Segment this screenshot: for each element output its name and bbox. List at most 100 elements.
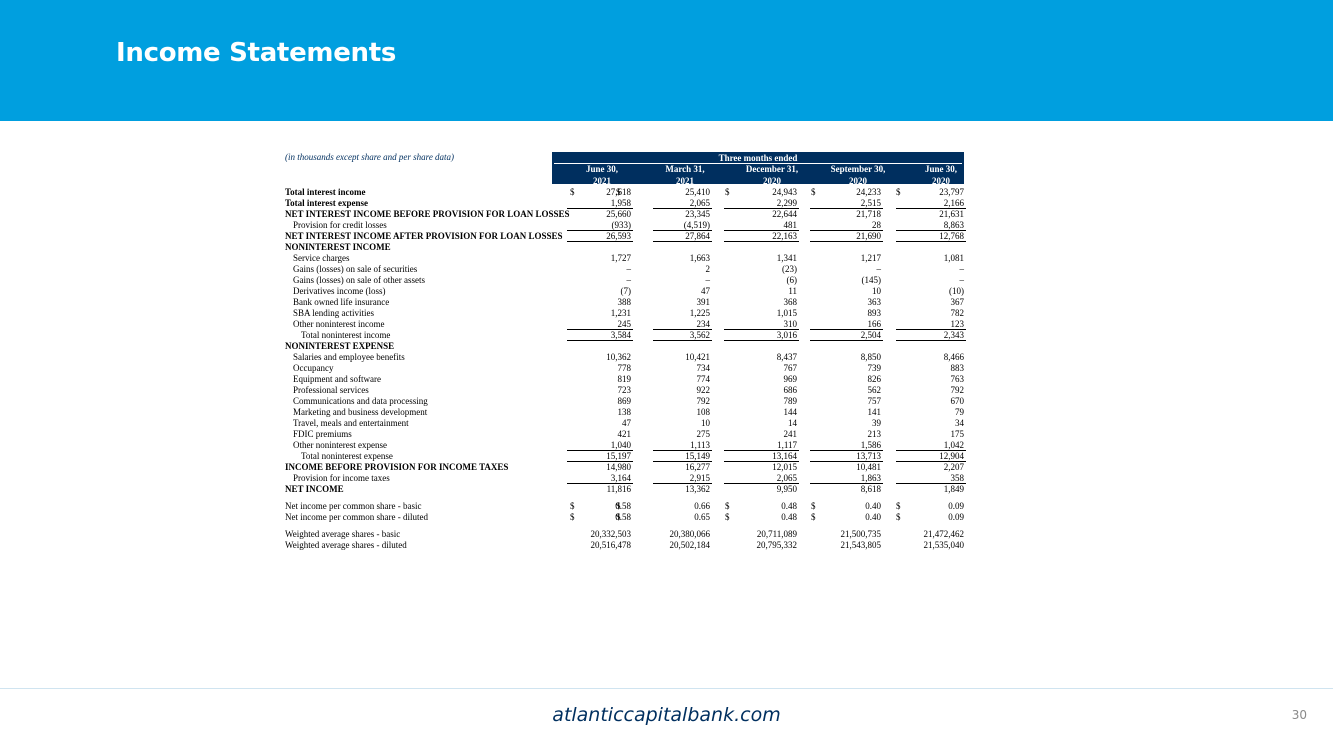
table-cell: 421 xyxy=(617,429,632,439)
table-cell: 0.48 xyxy=(781,512,797,522)
total-underline xyxy=(724,483,799,484)
table-cell: – xyxy=(876,264,882,274)
table-cell: – xyxy=(626,264,632,274)
table-row: Gains (losses) on sale of securities – 2 (2… xyxy=(284,264,964,275)
table-cell: 767 xyxy=(783,363,798,373)
total-underline xyxy=(810,241,883,242)
row-label: Gains (losses) on sale of other assets xyxy=(293,275,425,285)
table-cell: 15,197 xyxy=(606,451,631,461)
table-cell: 14,980 xyxy=(606,462,631,472)
total-underline xyxy=(724,329,799,330)
column-header: June 30, 2021 xyxy=(562,163,642,187)
table-cell: 21,472,462 xyxy=(923,529,965,539)
table-cell: (933) xyxy=(611,220,632,230)
table-cell: (10) xyxy=(949,286,964,296)
table-row: Provision for income taxes 3,164 2,915 2,06… xyxy=(284,473,966,484)
total-underline xyxy=(653,450,712,451)
dollar-sign: $ xyxy=(896,187,901,197)
table-cell: 1,958 xyxy=(610,198,631,208)
row-label: Provision for credit losses xyxy=(293,220,387,230)
dollar-sign: $ xyxy=(896,512,901,522)
column-header-year: 2020 xyxy=(932,176,950,186)
table-cell: 8,618 xyxy=(860,484,881,494)
table-cell: 1,015 xyxy=(776,308,797,318)
table-body: Total interest income $27,618 $25,410 $24,9… xyxy=(284,184,966,551)
total-underline xyxy=(724,241,799,242)
table-cell: 175 xyxy=(950,429,965,439)
dollar-sign: $ xyxy=(811,512,816,522)
table-cell: 275 xyxy=(696,429,711,439)
row-label: Communications and data processing xyxy=(293,396,428,406)
table-cell: 108 xyxy=(696,407,711,417)
total-underline xyxy=(896,230,966,231)
row-label: NET INCOME xyxy=(285,484,344,494)
table-cell: 1,042 xyxy=(943,440,964,450)
table-cell: 481 xyxy=(783,220,798,230)
table-cell: 2,166 xyxy=(943,198,964,208)
table-row: Travel, meals and entertainment 47 10 14 39 3… xyxy=(284,418,964,429)
table-cell: 2,915 xyxy=(689,473,710,483)
table-cell: – xyxy=(626,275,632,285)
total-underline xyxy=(810,450,883,451)
table-cell: 10,421 xyxy=(685,352,710,362)
table-row: FDIC premiums 421 275 241 213 175 xyxy=(284,429,964,440)
total-underline xyxy=(567,208,633,209)
table-cell: 367 xyxy=(950,297,965,307)
total-underline xyxy=(724,461,799,462)
total-underline xyxy=(810,340,883,341)
table-row: Occupancy 778 734 767 739 883 xyxy=(284,363,964,374)
table-cell: 39 xyxy=(872,418,881,428)
table-header: (in thousands except share and per share… xyxy=(284,152,964,187)
column-header-date: June 30, xyxy=(585,164,618,174)
table-cell: 34 xyxy=(955,418,964,428)
total-underline xyxy=(653,208,712,209)
table-cell: 123 xyxy=(950,319,965,329)
dollar-sign: $ xyxy=(616,512,621,522)
dollar-sign: $ xyxy=(896,501,901,511)
table-cell: 0.40 xyxy=(865,512,881,522)
total-underline xyxy=(724,208,799,209)
table-cell: 778 xyxy=(617,363,632,373)
table-row: Equipment and software 819 774 969 826 763 xyxy=(284,374,964,385)
table-cell: 9,950 xyxy=(776,484,797,494)
table-cell: 0.66 xyxy=(694,501,710,511)
table-cell: 12,904 xyxy=(939,451,964,461)
table-cell: 1,117 xyxy=(777,440,797,450)
total-underline xyxy=(724,450,799,451)
table-cell: 2 xyxy=(705,264,711,274)
total-underline xyxy=(567,230,633,231)
table-cell: 20,332,503 xyxy=(590,529,632,539)
total-underline xyxy=(810,329,883,330)
table-cell: 144 xyxy=(783,407,798,417)
table-cell: 11 xyxy=(788,286,797,296)
table-cell: 12,015 xyxy=(772,462,797,472)
table-cell: 1,586 xyxy=(860,440,881,450)
row-label: NET INTEREST INCOME BEFORE PROVISION FOR… xyxy=(285,209,570,219)
table-cell: 20,711,089 xyxy=(756,529,797,539)
table-cell: 792 xyxy=(696,396,711,406)
dollar-sign: $ xyxy=(570,187,575,197)
table-cell: 8,437 xyxy=(776,352,797,362)
dollar-sign: $ xyxy=(725,512,730,522)
table-cell: 789 xyxy=(783,396,798,406)
period-heading: Three months ended xyxy=(718,153,798,163)
row-label: Net income per common share - diluted xyxy=(285,512,428,522)
footer-website: atlanticcapitalbank.com xyxy=(552,704,781,726)
row-label: Net income per common share - basic xyxy=(285,501,422,511)
table-row: Net income per common share - basic $0.58… xyxy=(284,501,964,512)
column-header-year: 2021 xyxy=(676,176,694,186)
table-row: Other noninterest expense 1,040 1,113 1,117… xyxy=(284,440,966,451)
total-underline xyxy=(896,450,966,451)
table-cell: 21,543,805 xyxy=(840,540,882,550)
row-label: NONINTEREST EXPENSE xyxy=(285,341,395,351)
row-label: NONINTEREST INCOME xyxy=(285,242,391,252)
total-underline xyxy=(810,483,883,484)
table-cell: 2,515 xyxy=(860,198,881,208)
table-cell: 138 xyxy=(617,407,632,417)
table-row: Total interest income $27,618 $25,410 $24,9… xyxy=(284,187,964,198)
row-label: Other noninterest expense xyxy=(293,440,387,450)
table-cell: 21,500,735 xyxy=(840,529,882,539)
table-row: NET INTEREST INCOME BEFORE PROVISION FOR… xyxy=(284,209,964,220)
total-underline xyxy=(896,461,966,462)
table-cell: 11,816 xyxy=(606,484,631,494)
